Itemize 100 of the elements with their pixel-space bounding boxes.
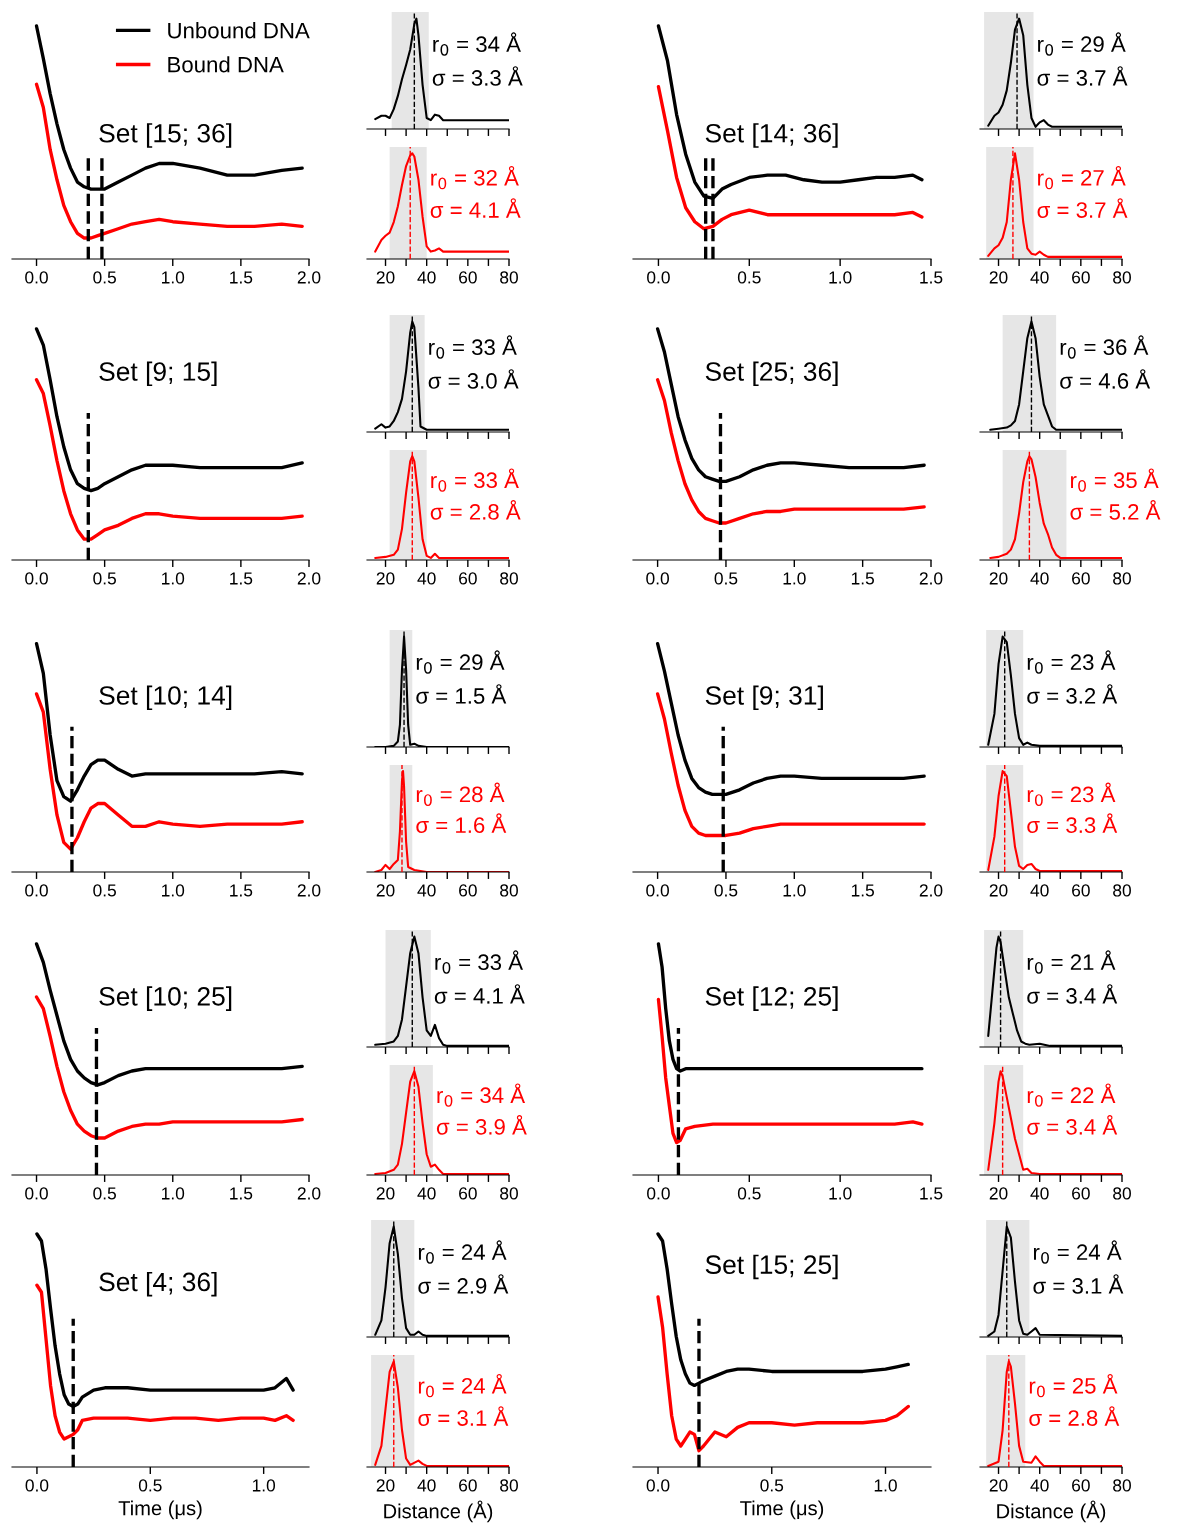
x-tick-label: 2.0	[297, 271, 321, 284]
x-tick-label: 1.0	[783, 884, 806, 897]
x-tick-label: 40	[1030, 572, 1049, 585]
x-tick-label: 1.0	[162, 572, 185, 585]
annotation: σ = 3.3 Å	[1027, 813, 1118, 834]
x-tick-label: 40	[417, 271, 436, 284]
x-tick-label: 60	[1072, 572, 1090, 585]
x-tick-label: 40	[1030, 884, 1049, 897]
legend-label: Bound DNA	[168, 56, 284, 73]
annotation: r$_{0}$ = 28 Å	[416, 782, 505, 806]
annotation: r$_{0}$ = 21 Å	[1027, 950, 1116, 974]
x-tick-label: 0.5	[737, 271, 761, 284]
annotation: σ = 3.1 Å	[1033, 1274, 1124, 1294]
x-tick-label: 40	[417, 572, 436, 585]
x-axis-title: Distance (Å)	[997, 1500, 1106, 1523]
annotation: σ = 3.1 Å	[418, 1406, 509, 1426]
annotation: r$_{0}$ = 22 Å	[1027, 1083, 1116, 1107]
annotation: σ = 3.0 Å	[428, 369, 519, 389]
x-tick-label: 20	[989, 572, 1008, 585]
x-tick-label: 2.0	[919, 884, 943, 897]
x-tick-label: 0.5	[93, 1187, 116, 1200]
annotation: σ = 2.8 Å	[430, 500, 521, 520]
x-tick-label: 80	[1113, 572, 1131, 585]
annotation: σ = 1.6 Å	[416, 813, 507, 834]
annotation: r$_{0}$ = 34 Å	[433, 32, 521, 56]
annotation: σ = 3.7 Å	[1037, 66, 1128, 86]
x-tick-label: 0.5	[714, 572, 738, 585]
x-tick-label: 60	[1072, 1479, 1090, 1492]
x-tick-label: 1.5	[920, 271, 943, 284]
x-tick-label: 80	[500, 572, 518, 585]
x-tick-label: 0.5	[93, 884, 116, 897]
x-tick-label: 0.0	[25, 1187, 48, 1200]
annotation: σ = 2.8 Å	[1029, 1406, 1120, 1426]
x-tick-label: 0.0	[25, 1479, 49, 1492]
x-tick-label: 0.5	[737, 1187, 761, 1200]
annotation: r$_{0}$ = 34 Å	[437, 1083, 526, 1107]
x-axis-title: Time (μs)	[740, 1500, 824, 1520]
x-tick-label: 0.5	[760, 1479, 784, 1492]
annotation: Set [9; 31]	[705, 685, 823, 711]
x-tick-label: 0.0	[25, 572, 48, 585]
annotation: σ = 4.1 Å	[434, 984, 525, 1004]
annotation: r$_{0}$ = 29 Å	[1038, 32, 1126, 56]
x-tick-label: 0.5	[93, 572, 116, 585]
x-tick-label: 20	[989, 271, 1008, 284]
annotation: σ = 3.2 Å	[1027, 684, 1118, 704]
x-tick-label: 0.0	[647, 1187, 670, 1200]
x-tick-label: 80	[1113, 884, 1131, 897]
x-axis-title: Distance (Å)	[384, 1500, 493, 1523]
x-tick-label: 60	[459, 572, 477, 585]
annotation: σ = 1.5 Å	[416, 684, 507, 704]
x-tick-label: 80	[500, 884, 518, 897]
annotation: Set [15; 25]	[705, 1254, 838, 1280]
x-tick-label: 1.5	[851, 884, 874, 897]
x-tick-label: 1.5	[230, 884, 253, 897]
annotation: r$_{0}$ = 24 Å	[418, 1373, 507, 1398]
x-tick-label: 20	[989, 1479, 1008, 1492]
x-tick-label: 20	[376, 1479, 395, 1492]
annotation: σ = 3.9 Å	[436, 1115, 527, 1135]
x-tick-label: 60	[459, 1187, 477, 1200]
x-tick-label: 1.0	[829, 1187, 852, 1200]
x-tick-label: 80	[500, 1187, 518, 1200]
x-tick-label: 0.0	[647, 271, 670, 284]
x-tick-label: 20	[376, 271, 395, 284]
annotation: r$_{0}$ = 23 Å	[1027, 650, 1116, 674]
annotation: σ = 4.1 Å	[430, 198, 521, 218]
annotation: Set [12; 25]	[705, 986, 838, 1011]
annotation: r$_{0}$ = 29 Å	[416, 650, 505, 674]
x-tick-label: 1.0	[829, 271, 852, 284]
x-tick-label: 1.0	[162, 884, 185, 897]
x-tick-label: 1.5	[230, 1187, 253, 1200]
x-tick-label: 60	[1072, 1187, 1090, 1200]
annotation: σ = 5.2 Å	[1070, 500, 1161, 520]
x-tick-label: 20	[376, 884, 395, 897]
annotation: Set [25; 36]	[705, 361, 838, 387]
x-tick-label: 2.0	[297, 572, 321, 585]
x-tick-label: 80	[1113, 271, 1131, 284]
x-tick-label: 0.0	[646, 572, 669, 585]
x-tick-label: 2.0	[919, 572, 943, 585]
x-tick-label: 20	[376, 572, 395, 585]
x-tick-label: 1.0	[783, 572, 806, 585]
x-tick-label: 40	[417, 1479, 436, 1492]
x-tick-label: 0.5	[138, 1479, 162, 1492]
x-tick-label: 20	[376, 1187, 395, 1200]
x-tick-label: 1.5	[920, 1187, 943, 1200]
annotation: Set [10; 25]	[99, 986, 232, 1011]
x-tick-label: 80	[500, 271, 518, 284]
annotation: r$_{0}$ = 25 Å	[1029, 1373, 1118, 1398]
annotation: r$_{0}$ = 23 Å	[1027, 782, 1116, 806]
annotation: r$_{0}$ = 24 Å	[1033, 1240, 1122, 1264]
x-tick-label: 0.5	[93, 271, 116, 284]
x-tick-label: 0.0	[646, 884, 669, 897]
x-tick-label: 40	[417, 884, 436, 897]
annotation: Set [10; 14]	[99, 685, 232, 711]
annotation: r$_{0}$ = 27 Å	[1038, 165, 1126, 190]
x-tick-label: 1.5	[230, 572, 253, 585]
annotation: σ = 2.9 Å	[418, 1274, 509, 1294]
x-tick-label: 1.0	[162, 1187, 185, 1200]
x-tick-label: 40	[1030, 1479, 1049, 1492]
annotation: σ = 3.7 Å	[1037, 198, 1128, 218]
annotation: Set [14; 36]	[705, 123, 838, 148]
